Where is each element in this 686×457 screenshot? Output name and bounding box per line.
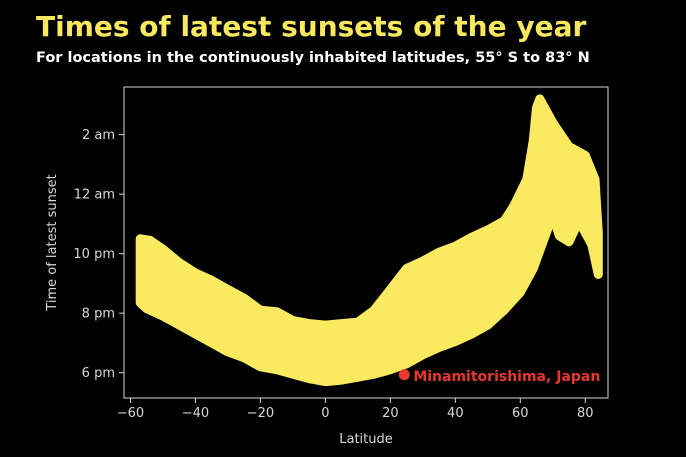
x-axis-label: Latitude (339, 432, 393, 447)
y-tick-label: 8 pm (82, 307, 115, 322)
x-tick-label: 60 (512, 406, 529, 421)
chart-subtitle: For locations in the continuously inhabi… (36, 50, 590, 66)
x-tick-label: 80 (577, 406, 594, 421)
plot-frame (123, 86, 609, 399)
scatter-point-cloud (135, 94, 603, 387)
y-tick-label: 6 pm (82, 366, 115, 381)
highlight-label: Minamitorishima, Japan (413, 369, 600, 385)
x-tick-label: 40 (447, 406, 464, 421)
x-tick-label: −60 (117, 406, 144, 421)
y-axis-label: Time of latest sunset (45, 174, 60, 311)
highlight-point (398, 369, 410, 381)
y-tick-label: 10 pm (73, 247, 115, 262)
x-tick-label: −20 (247, 406, 274, 421)
y-tick-label: 2 am (82, 128, 115, 143)
x-tick-label: 0 (321, 406, 329, 421)
chart-title: Times of latest sunsets of the year (36, 10, 587, 43)
y-tick-label: 12 am (74, 188, 115, 203)
x-tick-label: 20 (382, 406, 399, 421)
x-tick-label: −40 (182, 406, 209, 421)
